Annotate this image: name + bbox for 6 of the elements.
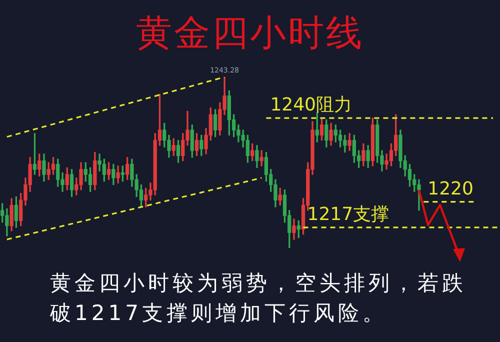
text: 黄金四小时较为弱势，空头排列，若跌破1217支撑则增加下行风险。: [50, 270, 468, 327]
chart-title: 黄金四小时线: [135, 12, 365, 56]
series-label: 1240阻力: [270, 94, 352, 116]
series-label: 1220: [428, 178, 474, 200]
series-label: 1217支撑: [307, 204, 390, 226]
candlestick: [260, 150, 264, 166]
